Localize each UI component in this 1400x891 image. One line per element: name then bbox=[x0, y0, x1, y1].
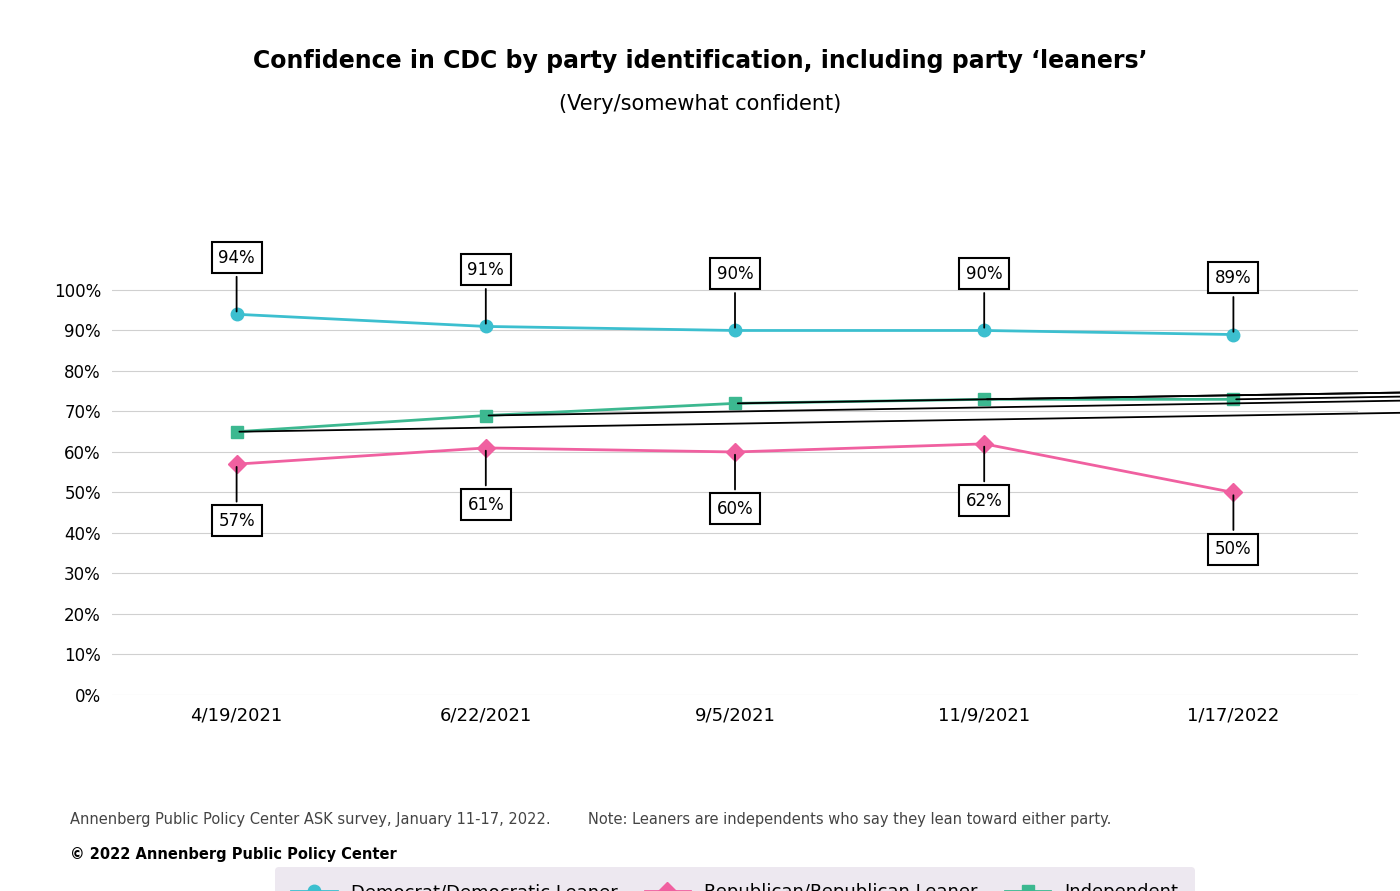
Text: (Very/somewhat confident): (Very/somewhat confident) bbox=[559, 94, 841, 113]
Text: 73%: 73% bbox=[1236, 350, 1400, 399]
Text: 89%: 89% bbox=[1215, 269, 1252, 331]
Text: 90%: 90% bbox=[717, 265, 753, 328]
Text: 65%: 65% bbox=[239, 382, 1400, 431]
Text: 69%: 69% bbox=[489, 366, 1400, 415]
Text: Confidence in CDC by party identification, including party ‘leaners’: Confidence in CDC by party identificatio… bbox=[253, 49, 1147, 73]
Text: 62%: 62% bbox=[966, 446, 1002, 510]
Text: 60%: 60% bbox=[717, 454, 753, 518]
Text: 73%: 73% bbox=[987, 350, 1400, 399]
Text: 57%: 57% bbox=[218, 467, 255, 530]
Text: 94%: 94% bbox=[218, 249, 255, 312]
Text: 91%: 91% bbox=[468, 261, 504, 323]
Text: © 2022 Annenberg Public Policy Center: © 2022 Annenberg Public Policy Center bbox=[70, 847, 396, 862]
Legend: Democrat/Democratic Leaner, Republican/Republican Leaner, Independent: Democrat/Democratic Leaner, Republican/R… bbox=[276, 867, 1194, 891]
Text: 50%: 50% bbox=[1215, 495, 1252, 558]
Text: 72%: 72% bbox=[738, 354, 1400, 404]
Text: 61%: 61% bbox=[468, 451, 504, 513]
Text: 90%: 90% bbox=[966, 265, 1002, 328]
Text: Annenberg Public Policy Center ASK survey, January 11-17, 2022.: Annenberg Public Policy Center ASK surve… bbox=[70, 812, 550, 827]
Text: Note: Leaners are independents who say they lean toward either party.: Note: Leaners are independents who say t… bbox=[588, 812, 1112, 827]
